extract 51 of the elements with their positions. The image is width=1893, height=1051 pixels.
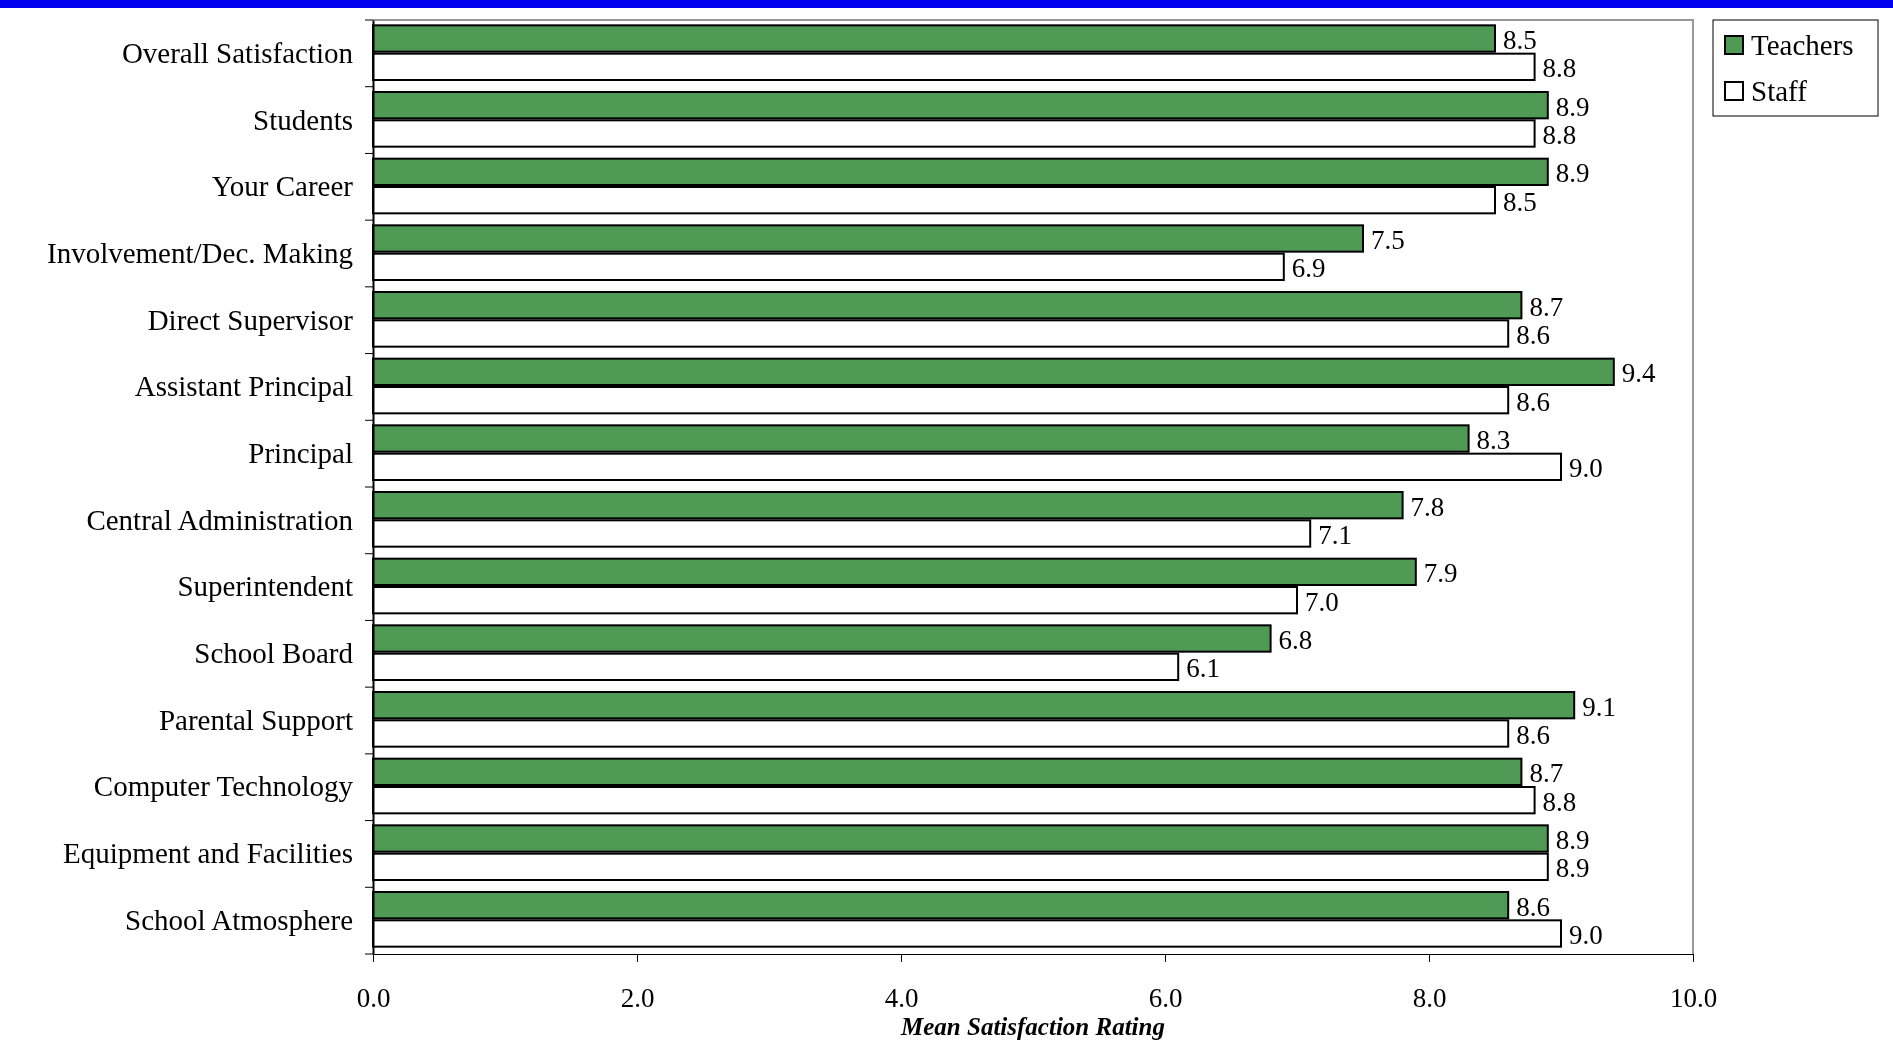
data-label: 8.6 [1516, 891, 1550, 922]
data-label: 7.0 [1305, 586, 1339, 617]
data-label: 8.9 [1555, 824, 1590, 855]
x-tick-label: 0.0 [356, 983, 391, 1014]
data-label: 7.1 [1318, 519, 1352, 550]
data-label: 8.5 [1503, 186, 1537, 217]
data-label: 8.5 [1503, 24, 1537, 55]
data-label: 8.3 [1476, 424, 1511, 455]
data-label: 7.9 [1423, 558, 1458, 589]
data-label: 6.8 [1278, 624, 1313, 655]
data-label: 9.0 [1569, 453, 1603, 484]
y-tick-label: Students [253, 103, 353, 136]
x-tick-label: 6.0 [1148, 983, 1183, 1014]
y-tick-label: School Atmosphere [125, 903, 353, 936]
x-tick-label: 4.0 [884, 983, 919, 1014]
data-label: 8.8 [1542, 786, 1577, 817]
data-label: 8.6 [1516, 319, 1550, 350]
data-label: 8.8 [1542, 53, 1577, 84]
data-label: 8.9 [1555, 158, 1590, 189]
y-tick-label: Computer Technology [93, 770, 354, 803]
data-label: 9.4 [1621, 358, 1657, 389]
y-tick-label: Central Administration [86, 503, 354, 536]
data-label: 8.7 [1529, 291, 1564, 322]
y-tick-label: Your Career [211, 170, 354, 203]
data-label: 8.7 [1529, 758, 1564, 789]
y-tick-label: Superintendent [177, 570, 353, 603]
y-tick-label: Parental Support [158, 703, 353, 736]
y-tick-label: Overall Satisfaction [121, 36, 354, 69]
y-tick-label: School Board [194, 636, 354, 669]
y-tick-label: Assistant Principal [134, 370, 353, 403]
data-label: 8.6 [1516, 719, 1550, 750]
legend-label: Staff [1751, 75, 1808, 108]
data-label: 8.9 [1555, 91, 1590, 122]
x-tick-label: 2.0 [620, 983, 655, 1014]
data-label: 8.9 [1555, 853, 1590, 884]
data-label: 7.8 [1410, 491, 1445, 522]
data-label: 8.8 [1542, 119, 1577, 150]
data-label: 8.6 [1516, 386, 1550, 417]
y-tick-label: Equipment and Facilities [63, 836, 353, 869]
data-label: 9.1 [1582, 691, 1616, 722]
data-label: 7.5 [1371, 224, 1405, 255]
y-tick-label: Principal [248, 436, 353, 469]
legend-label: Teachers [1751, 29, 1854, 62]
data-label: 6.9 [1291, 253, 1326, 284]
y-tick-label: Direct Supervisor [147, 303, 354, 336]
data-label: 9.0 [1569, 919, 1603, 950]
x-axis-title: Mean Satisfaction Rating [900, 1013, 1165, 1040]
x-tick-label: 8.0 [1412, 983, 1447, 1014]
x-tick-label: 10.0 [1669, 983, 1718, 1014]
data-label: 6.1 [1186, 653, 1220, 684]
y-tick-label: Involvement/Dec. Making [46, 236, 353, 269]
